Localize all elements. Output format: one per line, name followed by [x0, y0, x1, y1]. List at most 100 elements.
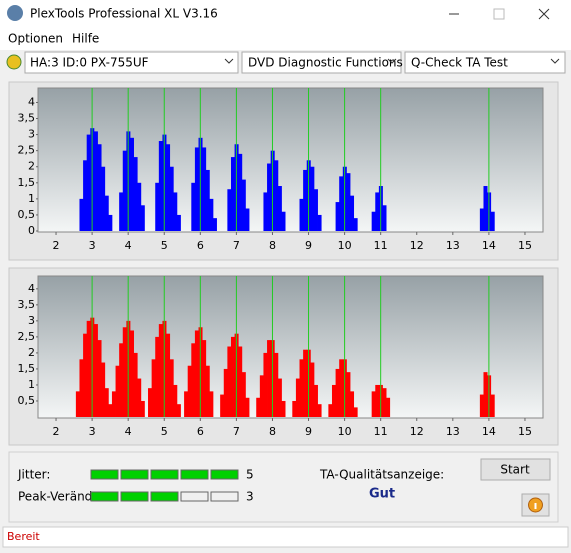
bar — [173, 384, 178, 417]
bar — [371, 391, 376, 417]
x-tick-label: 14 — [482, 239, 496, 252]
y-tick-label: 3 — [28, 128, 35, 141]
y-tick-label: 0 — [28, 224, 35, 237]
x-tick-label: 2 — [53, 239, 60, 252]
bar — [194, 330, 199, 417]
level-indicator — [90, 469, 239, 480]
bar — [158, 324, 163, 417]
x-tick-label: 9 — [305, 425, 312, 438]
x-tick-label: 7 — [233, 239, 240, 252]
start-button[interactable] — [480, 458, 551, 481]
bar — [173, 192, 178, 231]
bar — [267, 340, 272, 417]
bar — [375, 192, 380, 231]
x-tick-label: 8 — [269, 425, 276, 438]
bar — [267, 163, 272, 231]
test-select[interactable] — [404, 51, 566, 74]
y-tick-label: 1 — [28, 192, 35, 205]
y-tick-label: 4 — [28, 95, 35, 108]
bar — [335, 202, 340, 231]
window-title: PlexTools Professional XL V3.16 — [30, 7, 218, 21]
bar — [115, 365, 120, 417]
bar — [328, 404, 333, 417]
bar — [346, 372, 351, 417]
bar — [137, 182, 142, 231]
x-tick-label: 2 — [53, 425, 60, 438]
menu-item[interactable]: Hilfe — [72, 32, 99, 46]
x-tick-label: 3 — [89, 239, 96, 252]
x-tick-label: 13 — [446, 239, 460, 252]
bar — [241, 372, 246, 417]
drive-icon — [6, 54, 22, 70]
function-select[interactable] — [241, 51, 402, 74]
y-tick-label: 2 — [28, 160, 35, 173]
bar — [346, 173, 351, 231]
status-bar — [2, 526, 569, 548]
bar — [353, 218, 358, 231]
x-tick-label: 13 — [446, 425, 460, 438]
dropdown-arrow — [550, 58, 560, 64]
bar — [104, 195, 109, 231]
x-tick-label: 5 — [161, 239, 168, 252]
level-block — [210, 469, 239, 480]
bar — [122, 327, 127, 417]
level-block — [120, 469, 149, 480]
level-block — [150, 491, 179, 502]
bar — [479, 208, 484, 231]
x-tick-label: 4 — [125, 425, 132, 438]
y-tick-label: 3 — [28, 314, 35, 327]
bar — [119, 192, 124, 231]
bar — [148, 388, 153, 417]
drive-select[interactable] — [24, 51, 239, 74]
bar — [205, 365, 210, 417]
bar — [490, 211, 495, 231]
bar — [238, 153, 243, 231]
bar — [209, 198, 214, 231]
bar — [119, 343, 124, 417]
y-tick-label: 2 — [28, 346, 35, 359]
bar — [483, 186, 488, 231]
bar — [176, 404, 181, 417]
bar — [310, 166, 315, 231]
level-block — [180, 491, 209, 502]
x-tick-label: 11 — [374, 425, 388, 438]
bar — [241, 179, 246, 231]
bar — [259, 375, 264, 417]
bar — [108, 404, 113, 417]
bar — [339, 359, 344, 417]
dropdown-arrow — [387, 58, 397, 64]
close-button[interactable] — [538, 8, 550, 20]
bar — [350, 195, 355, 231]
bar — [169, 359, 174, 417]
bar — [166, 333, 171, 417]
bar — [111, 391, 116, 417]
x-tick-label: 6 — [197, 425, 204, 438]
x-tick-label: 8 — [269, 239, 276, 252]
x-tick-label: 6 — [197, 239, 204, 252]
maximize-button[interactable] — [493, 8, 505, 20]
bar — [317, 214, 322, 231]
quality-label: TA-Qualitätsanzeige: — [319, 468, 444, 482]
drive-label: HA:3 ID:0 PX-755UF — [30, 56, 149, 70]
test-label: Q-Check TA Test — [411, 56, 508, 70]
x-tick-label: 10 — [338, 425, 352, 438]
bar — [281, 400, 286, 417]
bar — [75, 391, 80, 417]
bar — [490, 394, 495, 417]
bar — [382, 205, 387, 231]
x-tick-label: 7 — [233, 425, 240, 438]
bar — [191, 182, 196, 231]
bar — [313, 384, 318, 417]
bar — [274, 160, 279, 231]
y-tick-label: 3,5 — [18, 112, 36, 125]
x-tick-label: 10 — [338, 239, 352, 252]
bar — [281, 211, 286, 231]
jitter-label: Jitter: — [17, 468, 50, 482]
menu-item[interactable]: Optionen — [8, 32, 63, 46]
bar — [310, 362, 315, 417]
bar — [263, 352, 268, 417]
bar — [263, 192, 268, 231]
bar — [483, 372, 488, 417]
bar — [227, 189, 232, 231]
